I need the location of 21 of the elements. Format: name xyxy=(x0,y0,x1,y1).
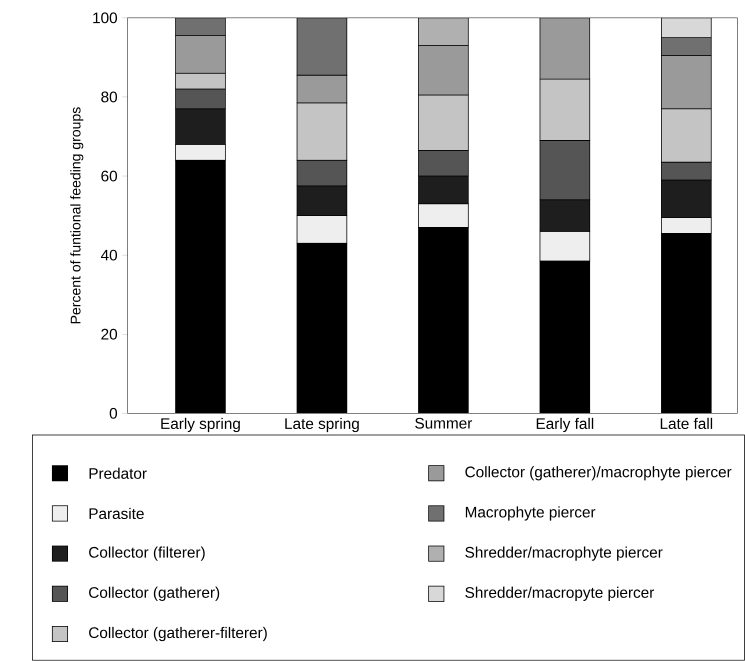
legend-label: Collector (filterer) xyxy=(89,546,205,561)
legend-label: Macrophyte piercer xyxy=(466,506,596,521)
y-tick-label: 60 xyxy=(101,170,118,182)
y-tick-label: 0 xyxy=(110,408,118,419)
legend-label: Shredder/macropyte piercer xyxy=(465,586,654,602)
legend-label: Collector (gatherer-filterer) xyxy=(89,626,267,642)
y-axis-title: Percent of funtional feeding groups xyxy=(70,107,84,324)
legend-label: Predator xyxy=(90,468,147,479)
y-tick-label: 40 xyxy=(100,250,118,261)
legend-label: Parasite xyxy=(90,508,144,520)
x-tick-label: Early fall xyxy=(536,418,594,432)
legend-label: Shredder/macrophyte piercer xyxy=(465,546,663,561)
legend-label: Collector (gatherer) xyxy=(89,586,220,602)
x-tick-label: Late fall xyxy=(660,418,712,430)
x-tick-label: Late spring xyxy=(285,418,359,432)
legend-label: Collector (gatherer)/macrophyte piercer xyxy=(465,466,732,481)
x-tick-label: Summer xyxy=(415,418,472,429)
x-tick-label: Early spring xyxy=(161,418,240,432)
y-tick-label: 100 xyxy=(93,12,118,24)
y-tick-label: 20 xyxy=(101,328,118,340)
y-tick-label: 80 xyxy=(101,92,118,102)
